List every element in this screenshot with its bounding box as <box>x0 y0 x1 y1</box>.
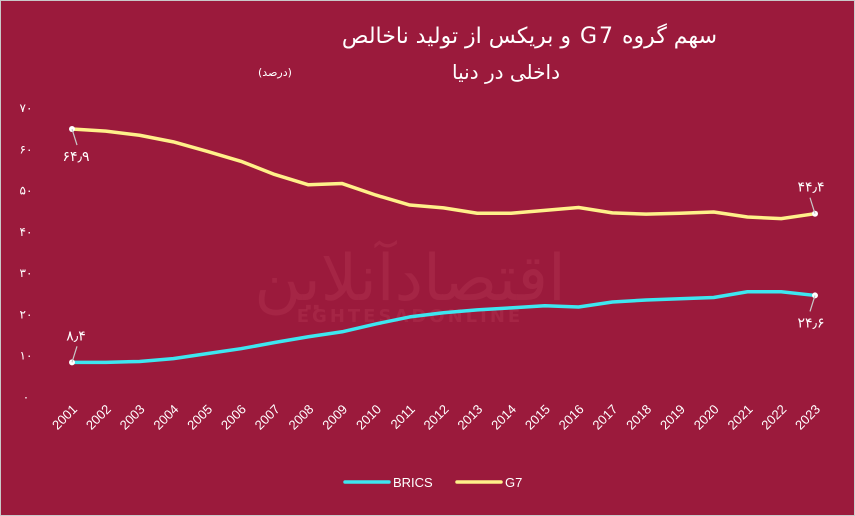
x-tick-label: 2019 <box>657 402 688 433</box>
x-tick-label: 2020 <box>691 402 722 433</box>
y-tick-label: ۷۰ <box>20 101 33 115</box>
x-tick-label: 2009 <box>319 402 350 433</box>
series-lines <box>70 127 817 365</box>
x-tick-label: 2017 <box>589 402 620 433</box>
x-tick-label: 2023 <box>792 402 823 433</box>
x-tick-label: 2006 <box>218 402 249 433</box>
data-label-g7: ۴۴٫۴ <box>797 180 824 196</box>
y-tick-label: ۱۰ <box>20 349 33 363</box>
legend-label-brics: BRICS <box>393 475 433 490</box>
y-tick-label: ۵۰ <box>20 184 33 198</box>
chart-subtitle: داخلی در دنیا <box>452 60 560 84</box>
data-labels: ۶۴٫۹ ۸٫۴ ۴۴٫۴ ۲۴٫۶ <box>62 126 824 366</box>
y-tick-label: ۰ <box>23 390 29 404</box>
x-tick-label: 2008 <box>285 402 316 433</box>
x-tick-label: 2015 <box>522 402 553 433</box>
data-label-g7: ۶۴٫۹ <box>62 149 89 165</box>
x-tick-label: 2001 <box>49 402 80 433</box>
y-tick-label: ۲۰ <box>20 307 33 321</box>
watermark-fa: اقتصادآنلاین <box>254 239 566 316</box>
x-tick-label: 2007 <box>252 402 283 433</box>
x-tick-label: 2012 <box>421 402 452 433</box>
x-tick-label: 2005 <box>184 402 215 433</box>
x-tick-label: 2022 <box>758 402 789 433</box>
x-tick-label: 2014 <box>488 402 519 433</box>
x-axis: 2001 2002 2003 2004 2005 2006 2007 2008 2009 2010… <box>49 402 823 433</box>
y-tick-label: ۴۰ <box>20 225 33 239</box>
x-tick-label: 2018 <box>623 402 654 433</box>
legend: BRICS G7 <box>343 475 522 490</box>
data-label-brics: ۲۴٫۶ <box>797 315 824 331</box>
x-tick-label: 2004 <box>150 402 181 433</box>
x-tick-label: 2011 <box>387 402 417 432</box>
unit-note: (درصد) <box>258 66 292 79</box>
series-line-g7 <box>70 127 817 221</box>
data-label-brics: ۸٫۴ <box>66 328 86 344</box>
chart-title: سهم گروه G7 و بریکس از تولید ناخالص <box>341 24 717 49</box>
legend-label-g7: G7 <box>505 475 522 490</box>
y-axis: ۰ ۱۰ ۲۰ ۳۰ ۴۰ ۵۰ ۶۰ ۷۰ <box>20 101 33 404</box>
x-tick-label: 2021 <box>725 402 756 433</box>
annotation-leader <box>809 295 816 312</box>
y-tick-label: ۳۰ <box>20 266 33 280</box>
x-tick-label: 2002 <box>83 402 114 433</box>
annotation-leader <box>809 197 816 214</box>
y-tick-label: ۶۰ <box>20 142 33 156</box>
x-tick-label: 2010 <box>353 402 384 433</box>
annotation-leader <box>71 346 78 363</box>
annotation-leader <box>71 128 78 146</box>
x-tick-label: 2013 <box>454 402 485 433</box>
x-tick-label: 2003 <box>117 402 148 433</box>
x-tick-label: 2016 <box>556 402 587 433</box>
